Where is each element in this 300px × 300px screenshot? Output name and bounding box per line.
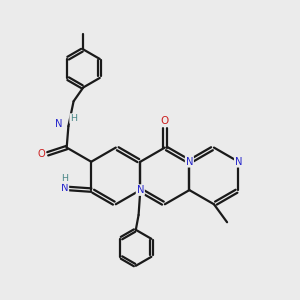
- Text: N: N: [136, 185, 144, 195]
- Text: H: H: [61, 174, 68, 183]
- Text: N: N: [55, 119, 62, 129]
- Text: O: O: [38, 149, 45, 159]
- Text: N: N: [186, 157, 193, 167]
- Text: H: H: [70, 114, 77, 123]
- Text: N: N: [235, 157, 242, 167]
- Text: N: N: [61, 183, 68, 194]
- Text: O: O: [161, 116, 169, 126]
